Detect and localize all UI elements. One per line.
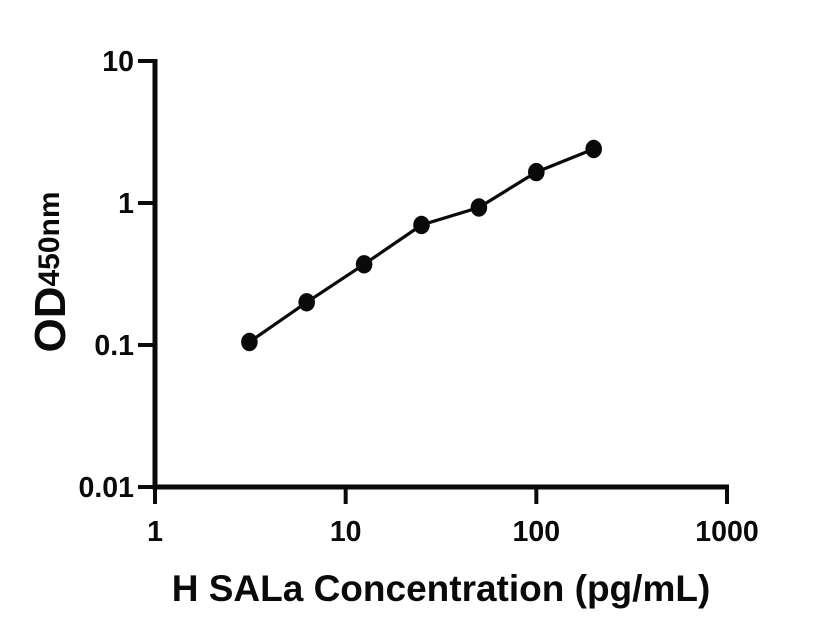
y-axis-title: OD450nm xyxy=(26,191,75,352)
y-tick-label: 10 xyxy=(102,46,134,78)
data-point xyxy=(585,139,602,159)
data-point xyxy=(470,198,488,217)
y-tick-label: 0.01 xyxy=(79,472,135,504)
x-axis-title: H SALa Concentration (pg/mL) xyxy=(172,568,711,609)
data-point xyxy=(241,332,258,352)
x-tick-label: 1 xyxy=(147,516,163,548)
x-tick-label: 10 xyxy=(330,516,362,548)
data-point xyxy=(355,255,373,274)
data-point xyxy=(528,162,545,182)
x-tick-label: 1000 xyxy=(695,516,758,548)
x-tick-label: 100 xyxy=(513,516,561,548)
y-axis-title-subscript: 450nm xyxy=(33,191,66,286)
y-tick-label: 1 xyxy=(118,188,134,220)
data-point xyxy=(413,215,430,235)
y-tick-label: 0.1 xyxy=(94,330,134,362)
data-point xyxy=(298,293,316,312)
y-axis-title-main: OD xyxy=(26,287,75,353)
